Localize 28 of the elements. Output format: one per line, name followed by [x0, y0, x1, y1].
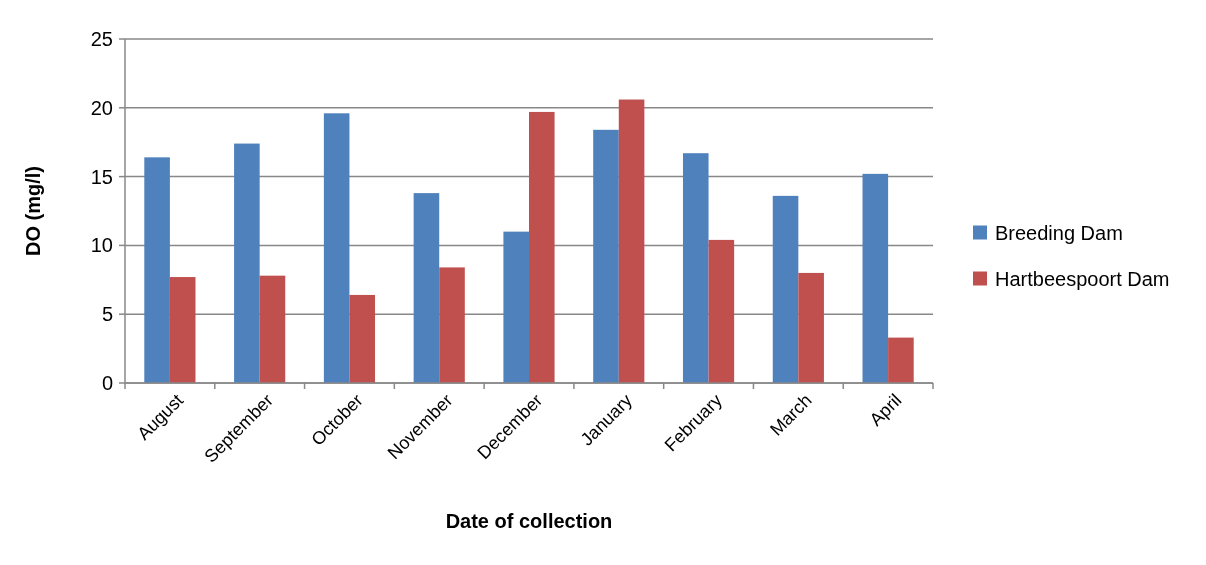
- bar: [618, 99, 645, 383]
- bar: [708, 239, 735, 383]
- bar: [888, 337, 914, 383]
- bar: [682, 153, 709, 383]
- bar: [413, 193, 440, 383]
- bar: [259, 275, 286, 383]
- bar: [169, 277, 196, 383]
- y-tick-label: 20: [90, 96, 113, 119]
- bar: [529, 111, 555, 383]
- legend-label: Hartbeespoort Dam: [995, 267, 1170, 290]
- legend-label: Breeding Dam: [995, 221, 1123, 244]
- bar: [772, 195, 799, 383]
- bar: [349, 294, 376, 383]
- bar: [798, 272, 824, 383]
- x-axis-title: Date of collection: [445, 510, 613, 532]
- bar: [593, 129, 619, 383]
- bar: [862, 173, 889, 383]
- y-tick-label: 10: [90, 234, 113, 257]
- y-tick-label: 5: [101, 303, 113, 326]
- bar: [503, 231, 529, 383]
- y-axis-title: DO (mg/l): [22, 166, 44, 256]
- bar: [323, 113, 350, 383]
- bar: [234, 143, 260, 383]
- bar: [439, 267, 465, 383]
- y-tick-label: 15: [90, 165, 113, 188]
- y-tick-label: 25: [90, 28, 113, 50]
- bar: [144, 157, 170, 383]
- y-tick-label: 0: [101, 372, 113, 394]
